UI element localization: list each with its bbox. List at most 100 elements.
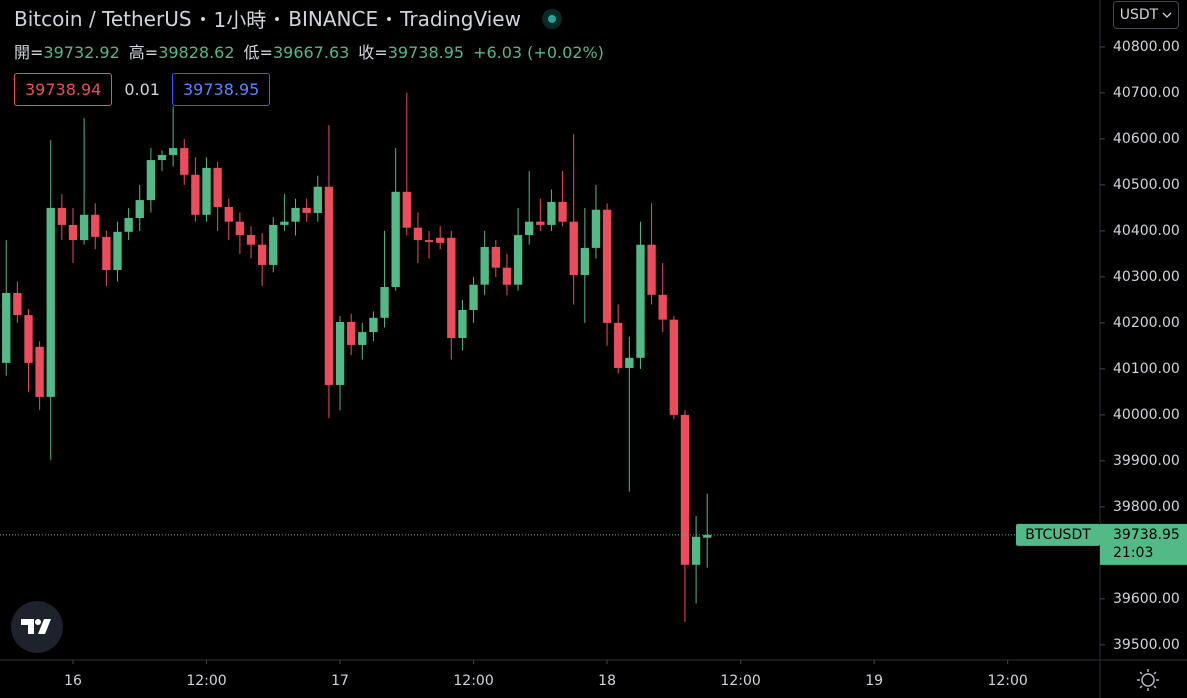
y-tick-label: 40700.00	[1113, 85, 1180, 101]
candle-body	[246, 235, 256, 245]
buy-button[interactable]: 39738.95	[171, 73, 271, 106]
candle-body	[436, 237, 445, 243]
candle-body	[257, 244, 267, 265]
x-tick-label: 12:00	[186, 673, 226, 689]
candle-body	[458, 309, 467, 339]
spread: 0.01	[124, 80, 160, 99]
candle-body	[191, 174, 200, 215]
price-badge-label: 39738.95	[1113, 527, 1180, 543]
y-tick-label: 39900.00	[1113, 453, 1180, 469]
candle-body	[691, 536, 701, 565]
y-tick-label: 40300.00	[1113, 269, 1180, 285]
ohlc-value: 39738.95	[387, 43, 465, 62]
settings-icon[interactable]	[1137, 669, 1159, 691]
ohlc-value: 39667.63	[272, 43, 350, 62]
candle-body	[480, 246, 489, 285]
y-tick-label: 39600.00	[1113, 591, 1180, 607]
ohlc-label: 高=	[128, 43, 159, 62]
candle-body	[669, 319, 679, 415]
x-tick-label: 12:00	[987, 673, 1027, 689]
currency: USDT	[1119, 7, 1159, 23]
candle-body	[102, 236, 111, 270]
candle-body	[536, 221, 545, 225]
candle-body	[324, 186, 334, 385]
symbol-badge	[1016, 523, 1100, 546]
chevron	[1162, 12, 1172, 18]
candle-body	[502, 267, 512, 285]
price-badge	[1100, 523, 1187, 565]
candle-body	[68, 224, 78, 241]
x-tick-label: 12:00	[720, 673, 760, 689]
candle-body	[625, 357, 634, 368]
candle-body	[602, 209, 612, 323]
candle-body	[35, 346, 44, 397]
candle-body	[369, 317, 378, 333]
candle-body	[591, 209, 601, 248]
y-tick-label: 40600.00	[1113, 131, 1180, 147]
candle-body	[79, 214, 89, 241]
candle-body	[525, 221, 534, 236]
candle-body	[213, 167, 222, 207]
candle-body	[402, 191, 411, 228]
candle-body	[680, 414, 690, 565]
ohlc-label: 開=	[14, 43, 44, 62]
candle-body	[491, 246, 500, 268]
candle-body	[2, 292, 11, 363]
candle-body	[614, 322, 623, 368]
candle-body	[269, 224, 278, 265]
candle-body	[157, 154, 167, 161]
candle-body	[547, 201, 556, 225]
candle-body	[647, 244, 656, 295]
candle-body	[202, 167, 211, 215]
ohlc-label: 低=	[243, 43, 273, 62]
ohlc-value: 39828.62	[158, 43, 235, 62]
candle-body	[280, 221, 289, 225]
candle-body	[24, 315, 33, 363]
countdown: 21:03	[1113, 545, 1153, 561]
symbol: Bitcoin / TetherUS	[14, 6, 192, 31]
y-tick-label: 40200.00	[1113, 315, 1180, 331]
interval[interactable]: 1小時	[213, 8, 267, 32]
candle-body	[13, 292, 22, 316]
candle-body	[358, 332, 367, 345]
ohlc-label: 收=	[358, 43, 388, 62]
candle-body	[46, 207, 55, 397]
symbol-badge-label: BTCUSDT	[1025, 527, 1091, 543]
x-tick-label: 18	[598, 673, 616, 689]
candle-body	[658, 294, 667, 320]
candle-body	[413, 227, 423, 241]
chart-header: Bitcoin / TetherUS 1小時 BINANCE TradingVi…	[14, 4, 562, 33]
x-tick-label: 19	[865, 673, 883, 689]
sell-button[interactable]: 39738.94	[14, 73, 113, 106]
candle-body	[146, 160, 156, 201]
candle-body	[380, 286, 389, 318]
y-tick-label: 39500.00	[1113, 637, 1180, 653]
candle-body	[180, 148, 189, 175]
candle-body	[346, 321, 356, 345]
candle-body	[313, 186, 322, 213]
candle-body	[168, 148, 178, 155]
candle-body	[291, 207, 300, 222]
ohlc-value: 39732.92	[43, 43, 120, 62]
currency-select[interactable]: USDT	[1113, 1, 1179, 29]
exchange: BINANCE	[288, 6, 379, 31]
trade-badges: 39738.94 0.01 39738.95	[14, 73, 271, 106]
market-status	[541, 8, 562, 29]
candle-body	[569, 221, 578, 276]
y-tick-label: 39800.00	[1113, 499, 1180, 515]
candle-body	[235, 221, 245, 236]
candle-body	[424, 240, 434, 242]
candle-body	[135, 200, 144, 219]
ohlc-legend: 開=39732.92 高=39828.62 低=39667.63 收=39738.95…	[14, 39, 613, 63]
candle-body	[513, 235, 523, 285]
candle-body	[302, 207, 311, 213]
change: +6.03 (+0.02%)	[473, 43, 604, 62]
y-tick-label: 40400.00	[1113, 223, 1180, 239]
y-tick-label: 40100.00	[1113, 361, 1180, 377]
candle-body	[91, 214, 100, 237]
x-tick-label: 12:00	[453, 673, 493, 689]
candle-body	[224, 206, 233, 222]
x-tick-label: 16	[64, 673, 82, 689]
candle-body	[335, 321, 345, 385]
